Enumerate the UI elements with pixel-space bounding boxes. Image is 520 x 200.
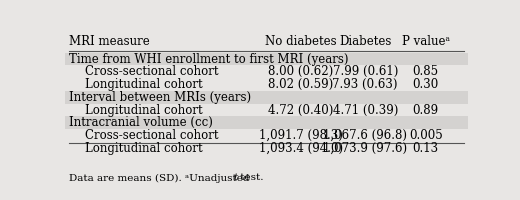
Text: Longitudinal cohort: Longitudinal cohort xyxy=(85,103,203,116)
Text: 0.85: 0.85 xyxy=(413,65,439,78)
Text: Longitudinal cohort: Longitudinal cohort xyxy=(85,141,203,154)
Text: Cross-sectional cohort: Cross-sectional cohort xyxy=(85,128,218,141)
Text: 4.71 (0.39): 4.71 (0.39) xyxy=(333,103,398,116)
Text: 0.13: 0.13 xyxy=(413,141,439,154)
Text: 7.99 (0.61): 7.99 (0.61) xyxy=(333,65,398,78)
Text: t: t xyxy=(233,173,238,182)
Text: test.: test. xyxy=(238,173,264,182)
Text: 1,073.9 (97.6): 1,073.9 (97.6) xyxy=(323,141,407,154)
Text: 0.005: 0.005 xyxy=(409,128,443,141)
Text: Time from WHI enrollment to first MRI (years): Time from WHI enrollment to first MRI (y… xyxy=(69,52,348,65)
Text: 0.89: 0.89 xyxy=(413,103,439,116)
Text: 1,091.7 (98.3): 1,091.7 (98.3) xyxy=(259,128,343,141)
Bar xyxy=(65,92,468,104)
Text: Intracranial volume (cc): Intracranial volume (cc) xyxy=(69,116,213,129)
Text: P valueᵃ: P valueᵃ xyxy=(401,35,450,48)
Bar xyxy=(65,54,468,66)
Text: Interval between MRIs (years): Interval between MRIs (years) xyxy=(69,90,251,103)
Text: 4.72 (0.40): 4.72 (0.40) xyxy=(268,103,333,116)
Text: 8.00 (0.62): 8.00 (0.62) xyxy=(268,65,333,78)
Text: Diabetes: Diabetes xyxy=(339,35,392,48)
Text: Data are means (SD). ᵃUnadjusted: Data are means (SD). ᵃUnadjusted xyxy=(69,173,253,182)
Text: No diabetes: No diabetes xyxy=(265,35,336,48)
Text: MRI measure: MRI measure xyxy=(69,35,150,48)
Text: 7.93 (0.63): 7.93 (0.63) xyxy=(332,78,398,91)
Bar xyxy=(65,117,468,129)
Text: Cross-sectional cohort: Cross-sectional cohort xyxy=(85,65,218,78)
Text: Longitudinal cohort: Longitudinal cohort xyxy=(85,78,203,91)
Text: 1,093.4 (94.0): 1,093.4 (94.0) xyxy=(258,141,343,154)
Text: 1,067.6 (96.8): 1,067.6 (96.8) xyxy=(323,128,407,141)
Text: 8.02 (0.59): 8.02 (0.59) xyxy=(268,78,333,91)
Text: 0.30: 0.30 xyxy=(412,78,439,91)
